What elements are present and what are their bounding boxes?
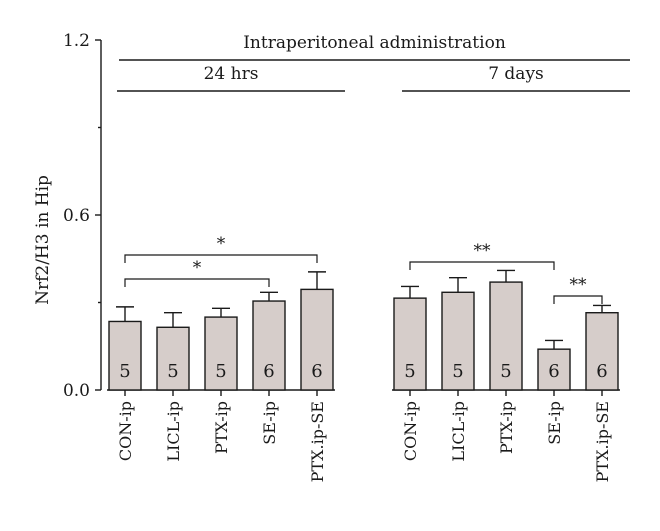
significance-label: ** xyxy=(570,275,588,295)
y-axis-label: Nrf2/H3 in Hip xyxy=(33,175,53,305)
bar-n-label: 5 xyxy=(404,361,415,382)
x-category-label: PTX-ip xyxy=(497,401,516,454)
y-tick-label: 0.0 xyxy=(63,381,90,401)
x-category-label: PTX.ip-SE xyxy=(308,401,327,482)
significance-bracket xyxy=(124,254,318,263)
header-layer: 24 hrs 7 days Intraperitoneal administrati… xyxy=(117,33,630,92)
bar-n-label: 5 xyxy=(452,361,463,382)
y-tick-label: 1.2 xyxy=(63,31,90,51)
x-category-label: LICL-ip xyxy=(449,401,468,462)
overall-header-label: Intraperitoneal administration xyxy=(243,33,506,53)
axes-layer: 0.0 0.6 1.2 Nrf2/H3 in Hip xyxy=(33,31,102,401)
bar xyxy=(300,288,334,391)
bar xyxy=(204,316,238,391)
significance-label: ** xyxy=(474,241,492,261)
x-category-label: SE-ip xyxy=(545,401,564,445)
significance-bracket xyxy=(124,278,270,287)
x-category-label: SE-ip xyxy=(260,401,279,445)
x-category-label: CON-ip xyxy=(116,401,135,461)
bar-n-label: 6 xyxy=(311,361,322,382)
significance-layer: ** **** xyxy=(124,234,603,304)
bar-n-label: 6 xyxy=(548,361,559,382)
bar xyxy=(537,348,571,391)
bar xyxy=(252,300,286,391)
significance-bracket xyxy=(553,295,603,304)
significance-label: * xyxy=(217,234,226,254)
x-category-label: LICL-ip xyxy=(164,401,183,462)
significance-bracket xyxy=(409,261,555,270)
x-category-label: CON-ip xyxy=(401,401,420,461)
bars-layer: 5 CON-ip 5 LICL-ip 5 PTX-ip 6 SE-ip 6 PTX.ip-SE 5 C… xyxy=(107,269,620,482)
x-category-label: PTX-ip xyxy=(212,401,231,454)
significance-label: * xyxy=(193,258,202,278)
group-header-label: 24 hrs xyxy=(204,64,259,84)
bar-n-label: 5 xyxy=(167,361,178,382)
y-tick-label: 0.6 xyxy=(63,206,90,226)
bar-n-label: 6 xyxy=(263,361,274,382)
bar-n-label: 5 xyxy=(500,361,511,382)
x-category-label: PTX.ip-SE xyxy=(593,401,612,482)
bar xyxy=(393,297,427,391)
bar-n-label: 5 xyxy=(119,361,130,382)
bar-n-label: 6 xyxy=(596,361,607,382)
bar-n-label: 5 xyxy=(215,361,226,382)
group-header-label: 7 days xyxy=(488,64,544,84)
